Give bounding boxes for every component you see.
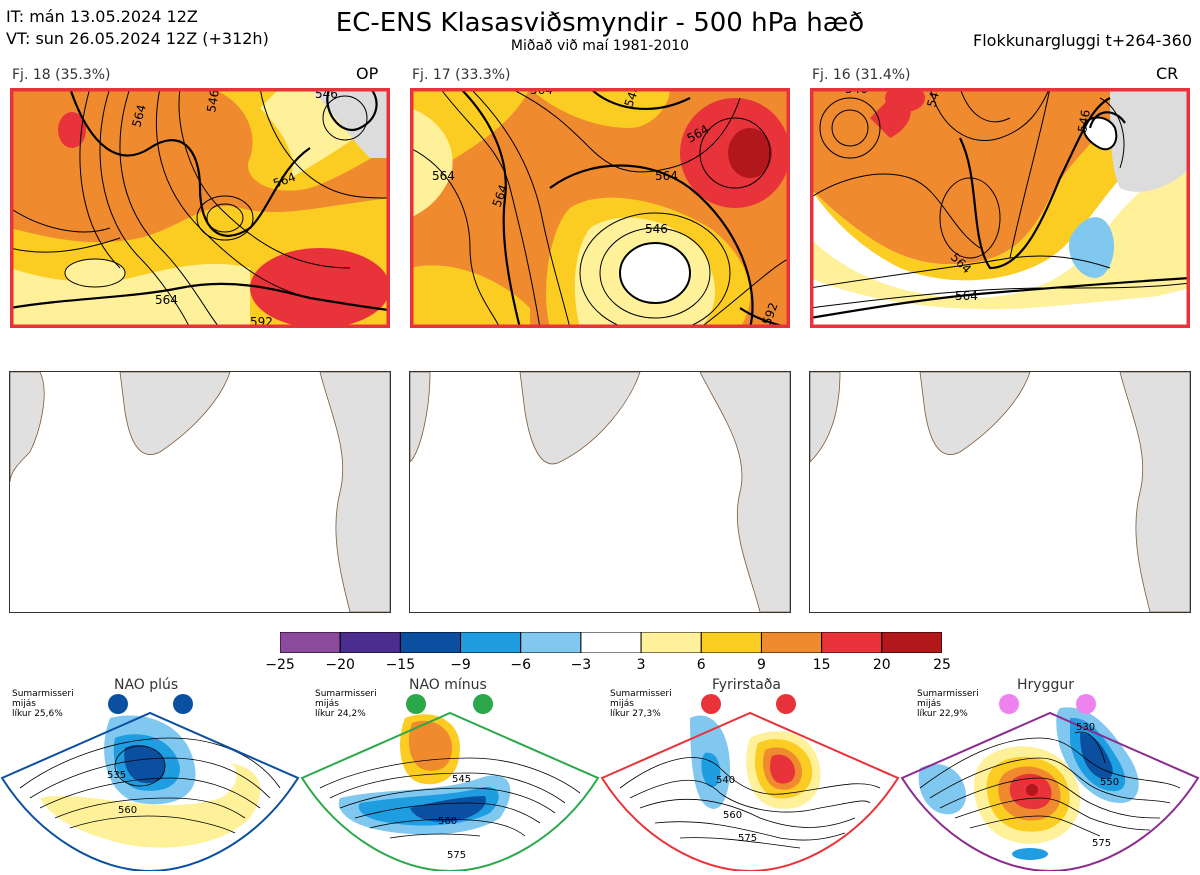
page-title: EC-ENS Klasasviðsmyndir - 500 hPa hæð <box>335 8 865 38</box>
colorbar-swatch <box>279 631 341 654</box>
colorbar-tick-label: −3 <box>570 657 592 673</box>
page-subtitle: Miðað við maí 1981-2010 <box>510 38 690 54</box>
init-time: IT: mán 13.05.2024 12Z <box>6 7 198 26</box>
cluster-3-tag: CR <box>1156 64 1179 83</box>
colorbar-tick-label: 3 <box>636 657 646 673</box>
regime-nao-minus: 545 560 575 <box>300 694 600 873</box>
regime-panels: 535 560 545 560 575 <box>0 678 1200 873</box>
colorbar-tick-label: 25 <box>933 657 951 673</box>
colorbar-tick-label: −15 <box>385 657 416 673</box>
contour-label: 564 <box>955 289 978 303</box>
regime-contour-label: 530 <box>1076 722 1095 733</box>
colorbar-tick-label: −9 <box>450 657 471 673</box>
contour-label: 546 <box>645 222 668 236</box>
contour-label: 546 <box>845 88 868 96</box>
regime-contour-label: 560 <box>438 816 457 827</box>
regime-name-nao-minus: NAO mínus <box>409 677 487 693</box>
cluster-3-label: Fj. 16 (31.4%) <box>812 67 911 83</box>
cluster-3-map: 546 546 546 564 564 <box>810 88 1190 328</box>
regime-ridge: 530 550 575 <box>900 694 1200 873</box>
regime-contour-label: 575 <box>447 850 466 861</box>
colorbar-tick-label: −6 <box>510 657 532 673</box>
colorbar-tick-label: 9 <box>756 657 766 673</box>
colorbar <box>279 631 943 654</box>
contour-label: 564 <box>129 103 148 129</box>
cluster-1-label: Fj. 18 (35.3%) <box>12 67 111 83</box>
colorbar-swatch <box>760 631 823 654</box>
regime-name-ridge: Hryggur <box>1017 677 1074 693</box>
colorbar-swatch <box>520 631 582 654</box>
regime-contour-label: 560 <box>118 805 137 816</box>
regime-text-ridge: Sumarmisseri mijás líkur 22,9% <box>917 689 979 719</box>
classification-window: Flokkunargluggi t+264-360 <box>973 31 1192 50</box>
regime-contour-label: 540 <box>716 775 735 786</box>
regime-contour-label: 575 <box>1092 838 1111 849</box>
regime-blocking: 540 560 575 <box>600 694 900 873</box>
colorbar-swatch <box>821 631 883 654</box>
contour-label: 564 <box>432 169 455 183</box>
cluster-1-tag: OP <box>356 64 379 83</box>
subplot-1-empty <box>9 371 391 613</box>
regime-text-nao-plus: Sumarmisseri mijás líkur 25,6% <box>12 689 74 719</box>
regime-nao-plus: 535 560 <box>0 694 300 873</box>
regime-contour-label: 535 <box>107 770 126 781</box>
subplot-2-empty <box>409 371 791 613</box>
contour-label: 564 <box>655 169 678 183</box>
regime-name-blocking: Fyrirstaða <box>712 677 781 693</box>
colorbar-swatch <box>339 631 401 654</box>
contour-label: 564 <box>155 293 178 307</box>
colorbar-tick-label: 15 <box>812 657 831 673</box>
contour-label: 546 <box>924 88 943 109</box>
colorbar-tick-label: −20 <box>325 657 355 673</box>
regime-text-blocking: Sumarmisseri mijás líkur 27,3% <box>610 689 672 719</box>
colorbar-swatch <box>640 631 702 654</box>
regime-name-nao-plus: NAO plús <box>114 677 179 693</box>
regime-contour-label: 575 <box>738 833 757 844</box>
colorbar-swatch <box>399 631 462 654</box>
contour-label: 564 <box>530 88 553 97</box>
colorbar-tick-label: 6 <box>696 657 706 673</box>
regime-contour-label: 545 <box>452 774 471 785</box>
colorbar-tick-label: −25 <box>265 657 295 673</box>
colorbar-swatches <box>279 631 943 654</box>
regime-contour-label: 560 <box>723 810 742 821</box>
header-info: IT: mán 13.05.2024 12Z VT: sun 26.05.202… <box>6 6 269 50</box>
contour-label: 546 <box>1075 109 1093 134</box>
cluster-1-map: 564 546 546 564 564 592 <box>10 88 390 328</box>
colorbar-swatch <box>580 631 642 654</box>
colorbar-swatch <box>700 631 762 654</box>
subplot-3-empty <box>809 371 1191 613</box>
colorbar-tick-label: 20 <box>872 657 891 673</box>
cluster-2-map: 564 564 564 546 546 564 564 592 <box>410 88 790 328</box>
cluster-2-label: Fj. 17 (33.3%) <box>412 67 511 83</box>
colorbar-swatch <box>460 631 522 654</box>
regime-contour-label: 550 <box>1100 777 1119 788</box>
contour-label: 546 <box>204 89 222 114</box>
colorbar-swatch <box>881 631 943 654</box>
regime-text-nao-minus: Sumarmisseri mijás líkur 24,2% <box>315 689 377 719</box>
valid-time: VT: sun 26.05.2024 12Z (+312h) <box>6 29 269 48</box>
